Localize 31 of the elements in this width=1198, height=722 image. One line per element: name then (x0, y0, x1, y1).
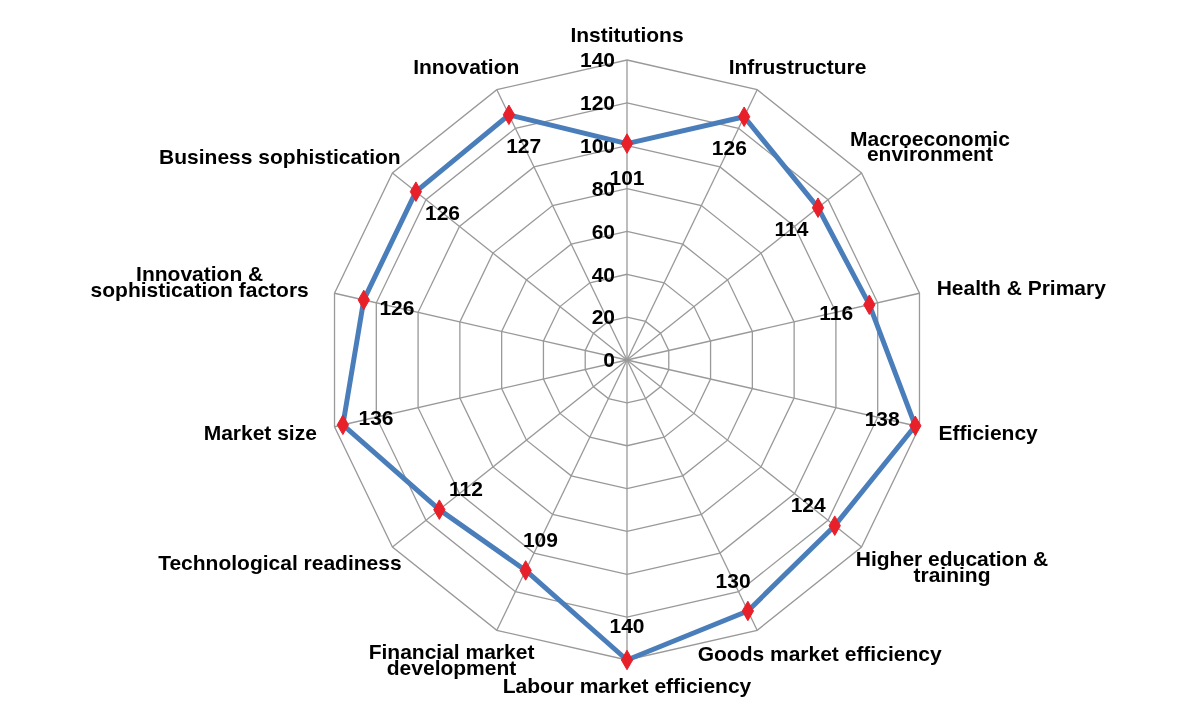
data-label: 138 (864, 406, 900, 430)
data-label: 136 (358, 405, 394, 429)
spoke-label: Efficiency (938, 420, 1039, 444)
data-label: 126 (711, 135, 747, 159)
spoke-label: Technological readiness (158, 551, 402, 575)
data-label: 114 (774, 217, 809, 241)
spoke-label: Higher education & training (855, 546, 1049, 586)
y-tick-label: 140 (579, 48, 615, 72)
spoke-label: Macroeconomic environment (849, 126, 1011, 166)
y-tick-label: 60 (591, 219, 615, 243)
data-label: 126 (424, 201, 461, 225)
spoke-label: Institutions (570, 22, 684, 46)
spoke-label: Business sophistication (159, 145, 401, 169)
y-tick-label: 40 (591, 262, 615, 286)
data-label: 126 (379, 295, 415, 319)
y-tick-label: 0 (603, 348, 615, 372)
data-label: 130 (715, 568, 751, 592)
spoke-label: Goods market efficiency (697, 641, 942, 665)
data-label: 124 (790, 492, 826, 516)
data-label: 116 (819, 300, 854, 324)
spoke-label: Innovation & sophistication factors (90, 261, 309, 301)
spoke-label: Innovation (413, 55, 520, 79)
data-label: 127 (506, 133, 542, 157)
data-label: 140 (609, 614, 645, 638)
spoke-label: Infrustructure (728, 55, 867, 79)
y-tick-label: 120 (579, 91, 615, 115)
data-label: 112 (449, 476, 483, 500)
spoke-label: Health & Primary (936, 275, 1107, 299)
y-tick-label: 20 (591, 305, 615, 329)
spoke-label: Market size (203, 420, 317, 444)
data-label: 109 (522, 528, 558, 552)
